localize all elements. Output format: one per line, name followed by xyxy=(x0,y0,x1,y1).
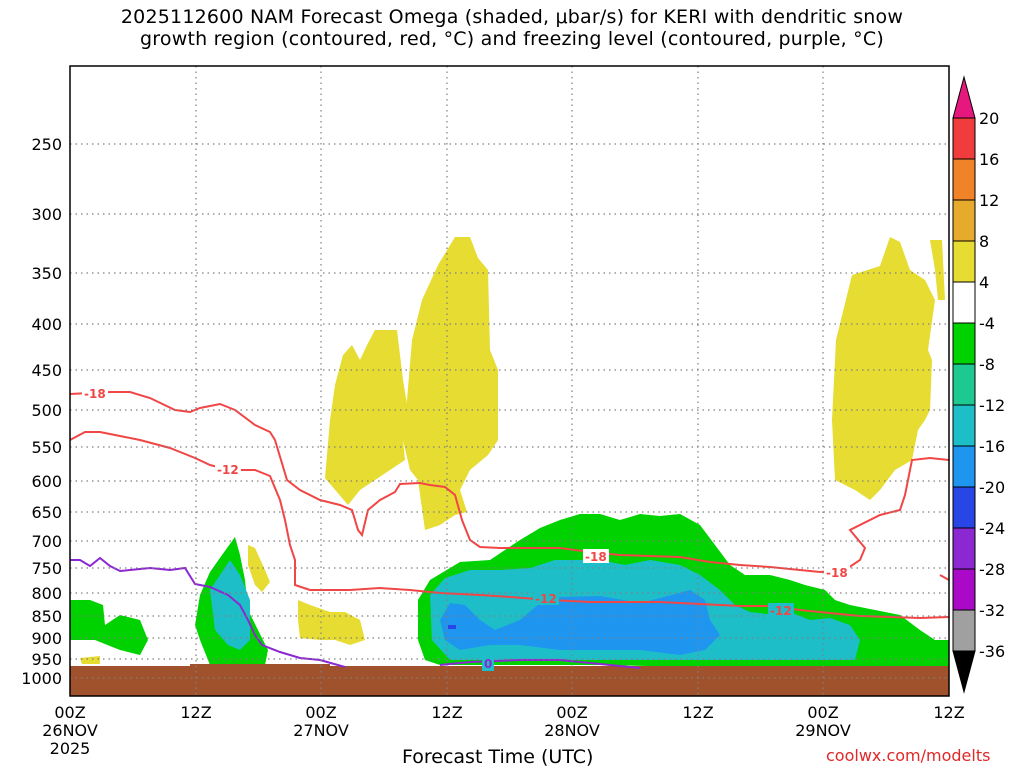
omega-negative-region xyxy=(448,625,456,629)
colorbar-label: -12 xyxy=(979,396,1005,415)
y-tick-label: 500 xyxy=(31,401,62,420)
colorbar-label: -32 xyxy=(979,601,1005,620)
contour-label-minus18: -18 xyxy=(84,387,106,401)
colorbar: 20 16 12 8 4 -4 -8 -12 -16 -20 -24 -28 -… xyxy=(952,75,1005,694)
y-tick-label: 400 xyxy=(31,315,62,334)
omega-negative-region xyxy=(70,600,148,655)
colorbar-top-arrow xyxy=(952,75,976,119)
x-tick-label: 00Z xyxy=(807,703,838,722)
colorbar-label: 12 xyxy=(979,191,999,210)
contour-freezing-level xyxy=(70,556,346,668)
omega-positive-region xyxy=(325,330,408,505)
contour-label-freezing: 0 xyxy=(484,657,492,671)
contour-label-minus12: -12 xyxy=(217,463,239,477)
x-tick-label: 12Z xyxy=(180,703,211,722)
colorbar-bin xyxy=(952,322,976,365)
y-tick-label: 450 xyxy=(31,361,62,380)
colorbar-label: 8 xyxy=(979,232,989,251)
credit-link[interactable]: coolwx.com/modelts xyxy=(826,746,991,765)
y-tick-label: 750 xyxy=(31,559,62,578)
colorbar-bin xyxy=(952,363,976,406)
colorbar-bin xyxy=(952,117,976,160)
x-axis-title: Forecast Time (UTC) xyxy=(402,746,594,768)
colorbar-bin xyxy=(952,240,976,283)
omega-positive-region xyxy=(248,545,270,592)
plot-frame xyxy=(69,65,950,697)
colorbar-bottom-arrow xyxy=(952,650,976,694)
x-tick-label: 00Z xyxy=(305,703,336,722)
colorbar-bin xyxy=(952,199,976,242)
colorbar-bin xyxy=(952,158,976,201)
y-tick-label: 700 xyxy=(31,532,62,551)
omega-positive-region xyxy=(832,237,935,500)
omega-negative-region xyxy=(440,590,720,655)
colorbar-label: 20 xyxy=(979,109,999,128)
colorbar-label: -16 xyxy=(979,437,1005,456)
x-tick-label: 00Z xyxy=(54,703,85,722)
x-tick-year: 2025 xyxy=(50,739,91,758)
colorbar-bin xyxy=(952,486,976,529)
colorbar-bin xyxy=(952,445,976,488)
contour-freezing-level xyxy=(439,659,641,669)
x-tick-date: 28NOV xyxy=(544,721,600,740)
contour-minus12-fragment xyxy=(939,574,949,581)
colorbar-label: -24 xyxy=(979,519,1005,538)
y-tick-label: 1000 xyxy=(21,669,62,688)
contour-label-minus12: -12 xyxy=(770,604,792,618)
y-tick-label: 850 xyxy=(31,607,62,626)
y-tick-label: 550 xyxy=(31,438,62,457)
omega-positive-region xyxy=(80,656,100,664)
y-tick-label: 300 xyxy=(31,205,62,224)
omega-positive-region xyxy=(298,600,365,645)
colorbar-bin xyxy=(952,568,976,611)
contour-label-minus18: -18 xyxy=(826,566,848,580)
x-tick-label: 00Z xyxy=(556,703,587,722)
omega-negative-region xyxy=(210,560,250,650)
y-tick-label: 650 xyxy=(31,503,62,522)
colorbar-label: -28 xyxy=(979,560,1005,579)
y-tick-label: 900 xyxy=(31,629,62,648)
colorbar-label: 16 xyxy=(979,150,999,169)
colorbar-bin xyxy=(952,281,976,324)
colorbar-label: -8 xyxy=(979,355,995,374)
y-tick-label: 800 xyxy=(31,584,62,603)
x-axis: 00Z 26NOV 2025 12Z 00Z 27NOV 12Z 00Z 28N… xyxy=(42,703,964,758)
colorbar-bin xyxy=(952,404,976,447)
colorbar-bin xyxy=(952,609,976,652)
x-tick-label: 12Z xyxy=(431,703,462,722)
omega-positive-region xyxy=(403,237,498,530)
grid-vertical xyxy=(195,66,824,696)
x-tick-date: 29NOV xyxy=(795,721,851,740)
x-tick-label: 12Z xyxy=(682,703,713,722)
x-tick-date: 26NOV xyxy=(42,721,98,740)
colorbar-label: 4 xyxy=(979,273,989,292)
y-tick-label: 600 xyxy=(31,472,62,491)
colorbar-bin xyxy=(952,527,976,570)
contour-labels: -18 -12 -18 -12 -18 -12 0 xyxy=(82,386,850,671)
grid-horizontal xyxy=(70,143,949,679)
colorbar-label: -4 xyxy=(979,314,995,333)
x-tick-date: 27NOV xyxy=(293,721,349,740)
chart-title: 2025112600 NAM Forecast Omega (shaded, μ… xyxy=(0,6,1024,50)
colorbar-label: -20 xyxy=(979,478,1005,497)
x-tick-label: 12Z xyxy=(933,703,964,722)
y-tick-label: 250 xyxy=(31,135,62,154)
colorbar-label: -36 xyxy=(979,642,1005,661)
contour-label-minus12: -12 xyxy=(535,592,557,606)
y-axis: 250 300 350 400 450 500 550 600 650 700 … xyxy=(21,135,62,688)
contour-label-minus18: -18 xyxy=(585,550,607,564)
title-line-1: 2025112600 NAM Forecast Omega (shaded, μ… xyxy=(120,6,904,28)
ground-surface xyxy=(190,664,330,668)
y-tick-label: 350 xyxy=(31,264,62,283)
y-tick-label: 950 xyxy=(31,650,62,669)
title-line-2: growth region (contoured, red, °C) and f… xyxy=(140,28,884,50)
ground-surface xyxy=(70,666,949,696)
contour-minus18 xyxy=(70,391,949,574)
omega-positive-region xyxy=(930,240,945,300)
